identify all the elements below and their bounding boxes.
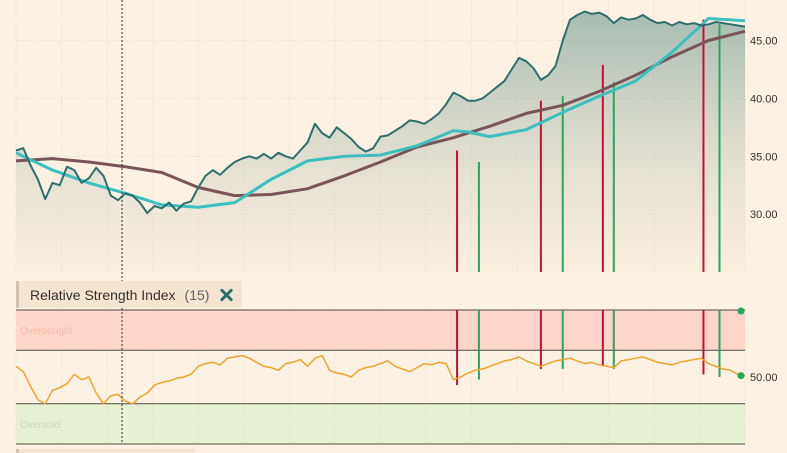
- y-tick-label: 50.00: [750, 372, 778, 384]
- rsi-end-marker: [737, 372, 745, 380]
- oversold-label: Oversold: [20, 420, 60, 431]
- rsi-title: Relative Strength Index: [30, 286, 176, 303]
- next-indicator-header: [16, 449, 195, 453]
- rsi-top-marker: [737, 307, 745, 315]
- y-tick-label: 45.00: [750, 36, 778, 48]
- y-tick-label: 35.00: [750, 151, 778, 163]
- price-y-axis: 30.00 35.00 40.00 45.00: [750, 36, 778, 222]
- series-sma-fast-line: [15, 17, 746, 209]
- rsi-period: (15): [184, 286, 210, 303]
- rsi-indicator-header: Relative Strength Index (15): [16, 281, 242, 308]
- oversold-zone: [16, 403, 745, 444]
- price-area-fill: [16, 11, 745, 272]
- price-area: [16, 11, 745, 272]
- rsi-y-axis: 50.00: [750, 372, 778, 384]
- close-icon[interactable]: [219, 288, 233, 302]
- series-sma-slow-line: [15, 29, 746, 198]
- overbought-label: Overbought: [20, 326, 72, 337]
- y-tick-label: 40.00: [750, 93, 778, 105]
- rsi-signals: [456, 310, 721, 386]
- rsi-grid: [15, 309, 746, 445]
- price-lines: [15, 10, 746, 214]
- series-price-line: [15, 10, 746, 214]
- y-tick-label: 30.00: [750, 209, 778, 221]
- price-signals: [456, 19, 721, 272]
- rsi-lines: [15, 307, 746, 405]
- series-rsi-line: [15, 354, 746, 405]
